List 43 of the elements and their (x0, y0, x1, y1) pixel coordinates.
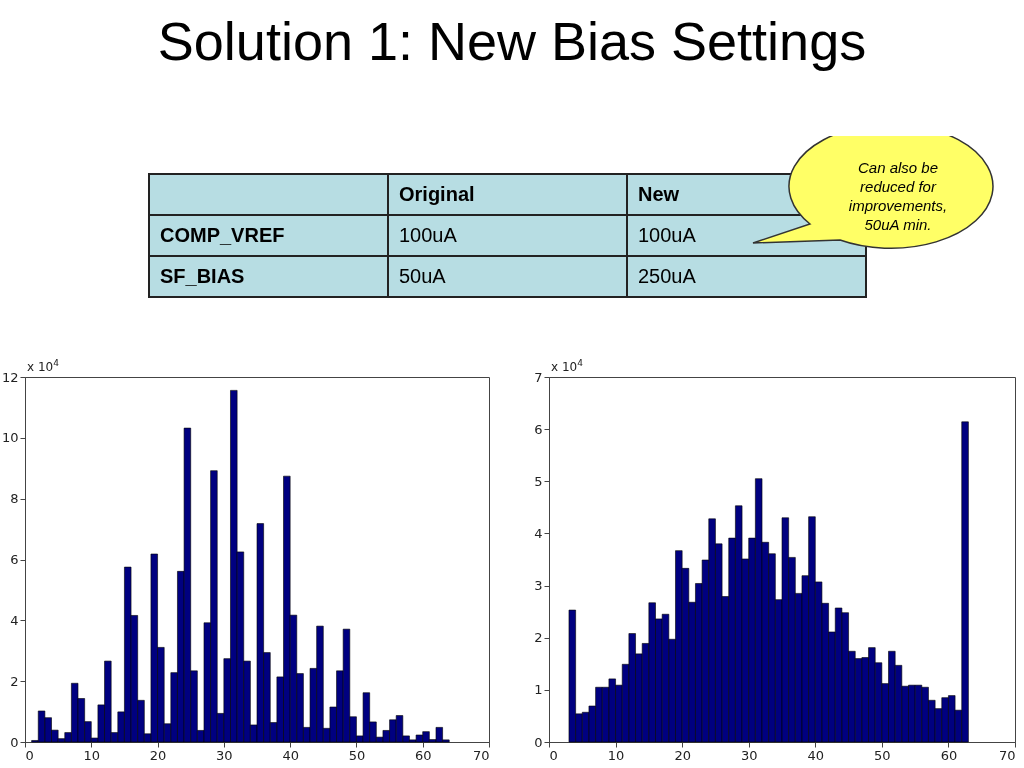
x-tick-label: 30 (216, 747, 233, 763)
y-tick-label: 0 (534, 734, 543, 750)
text: 50uA (399, 265, 446, 287)
category-label: SF_BIAS (160, 265, 245, 287)
text: x 10$^{4}$ (27, 358, 60, 374)
x-tick-label: 30 (740, 747, 758, 763)
y-tick-label: 4 (534, 525, 543, 541)
text: 100uA (399, 224, 457, 246)
x-tick-label: 60 (940, 747, 958, 763)
y-tick-label: 0 (10, 734, 19, 750)
x-tick-label: 10 (83, 747, 101, 763)
x-tick-label: 40 (807, 747, 825, 763)
text: Can also be reduced for improvements, 50uA min. (847, 158, 949, 234)
x-tick-label: 40 (282, 747, 299, 763)
x-tick-label: 10 (607, 747, 625, 763)
y-tick-label: 8 (10, 491, 19, 507)
y-tick-label: 6 (10, 552, 19, 567)
x-tick-label: 70 (472, 747, 490, 763)
y-tick-label: 2 (534, 630, 543, 646)
y-tick-label: 5 (534, 473, 543, 489)
x-tick-label: 70 (998, 747, 1016, 763)
category-label: COMP_VREF (160, 224, 285, 246)
y-tick-label: 7 (534, 369, 543, 385)
y-tick-label: 3 (534, 578, 543, 594)
y-tick-label: 2 (10, 673, 19, 689)
text: x 10$^{4}$ (551, 358, 584, 374)
y-tick-label: 1 (534, 682, 543, 698)
y-tick-label: 6 (534, 421, 543, 437)
y-tick-label: 10 (1, 430, 19, 446)
y-tick-label: 4 (10, 612, 19, 628)
x-tick-label: 0 (25, 747, 34, 763)
x-tick-label: 50 (348, 747, 366, 763)
text: 100uA (638, 224, 696, 246)
x-tick-label: 0 (549, 747, 558, 763)
x-tick-label: 20 (674, 747, 691, 763)
x-tick-label: 50 (874, 747, 891, 763)
y-tick-label: 12 (1, 369, 19, 385)
category-label: New (638, 183, 680, 205)
x-tick-label: 60 (414, 747, 432, 763)
text: 250uA (638, 265, 696, 287)
text: Solution 1: New Bias Settings (156, 10, 868, 72)
category-label: Original (388, 174, 627, 215)
x-tick-label: 20 (149, 747, 167, 763)
